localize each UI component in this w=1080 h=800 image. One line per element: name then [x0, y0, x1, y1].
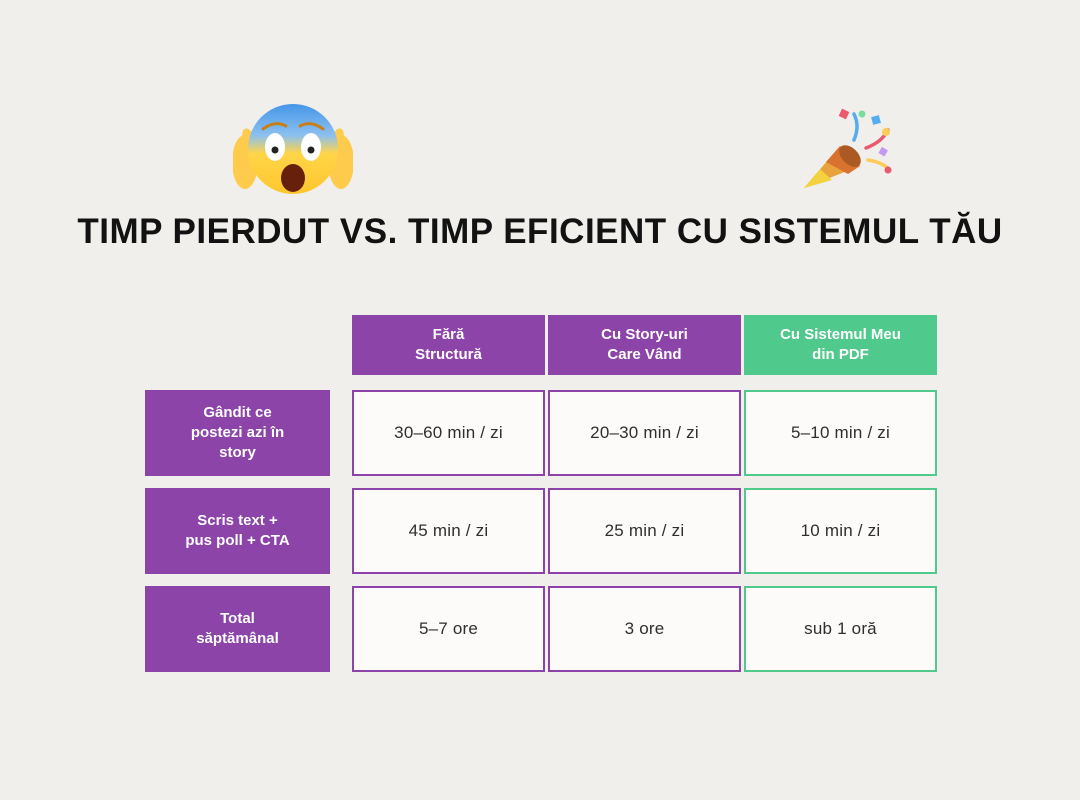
table-cell: 45 min / zi	[352, 488, 545, 574]
table-header-row: Fără Structură Cu Story-uri Care Vând Cu…	[145, 315, 937, 375]
party-popper-icon	[804, 108, 892, 188]
comparison-table: Fără Structură Cu Story-uri Care Vând Cu…	[145, 315, 937, 672]
table-cell: 10 min / zi	[744, 488, 937, 574]
column-header-sistemul-meu-din-pdf: Cu Sistemul Meu din PDF	[744, 315, 937, 375]
row-header-total-saptamanal: Total săptămânal	[145, 586, 330, 672]
column-header-story-uri-care-vand: Cu Story-uri Care Vând	[548, 315, 741, 375]
screaming-face-icon	[232, 104, 354, 194]
table-cell: 30–60 min / zi	[352, 390, 545, 476]
party-popper-emoji	[796, 104, 894, 196]
screaming-face-emoji	[232, 92, 354, 207]
table-row: Total săptămânal 5–7 ore 3 ore sub 1 oră	[145, 586, 937, 672]
table-cell: 20–30 min / zi	[548, 390, 741, 476]
table-cell: sub 1 oră	[744, 586, 937, 672]
header-spacer	[145, 315, 330, 375]
page-title: TIMP PIERDUT VS. TIMP EFICIENT CU SISTEM…	[77, 212, 1003, 251]
table-cell: 3 ore	[548, 586, 741, 672]
table-row: Gândit ce postezi azi în story 30–60 min…	[145, 390, 937, 476]
table-row: Scris text + pus poll + CTA 45 min / zi …	[145, 488, 937, 574]
row-header-scris-text: Scris text + pus poll + CTA	[145, 488, 330, 574]
table-cell: 25 min / zi	[548, 488, 741, 574]
table-cell: 5–7 ore	[352, 586, 545, 672]
row-header-gandit-ce-postezi: Gândit ce postezi azi în story	[145, 390, 330, 476]
table-cell: 5–10 min / zi	[744, 390, 937, 476]
column-header-fara-structura: Fără Structură	[352, 315, 545, 375]
